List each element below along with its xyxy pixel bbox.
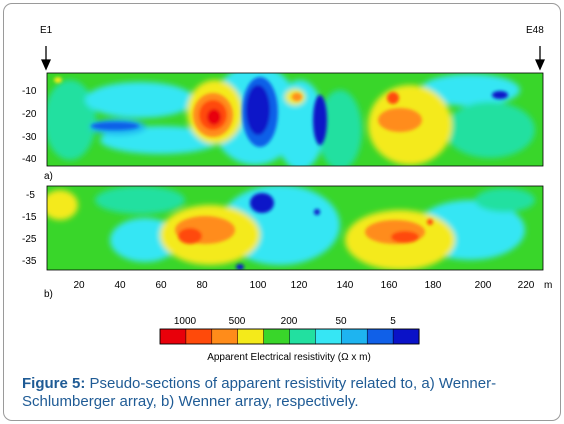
electrode-end-arrow-icon <box>534 46 546 71</box>
colorbar-tick-4: 5 <box>390 316 396 327</box>
panel-a-label: a) <box>44 171 53 182</box>
x-tick-10: 220 <box>518 280 535 291</box>
x-tick-1: 40 <box>114 280 126 291</box>
colorbar-swatch <box>315 328 342 345</box>
colorbar-tick-1: 500 <box>229 316 246 327</box>
colorbar: 1000 500 200 50 5 Apparent Electrical re… <box>159 316 420 363</box>
depth-tick-b-1: -15 <box>22 212 37 223</box>
x-tick-6: 140 <box>337 280 354 291</box>
depth-axis-a: -10 -20 -30 -40 <box>22 86 37 165</box>
depth-tick-b-2: -25 <box>22 234 37 245</box>
x-axis: 20 40 60 80 100 120 140 160 180 200 220 … <box>73 280 552 291</box>
depth-tick-b-3: -35 <box>22 256 37 267</box>
colorbar-swatch <box>392 328 420 345</box>
depth-tick-a-1: -20 <box>22 109 37 120</box>
x-tick-8: 180 <box>425 280 442 291</box>
electrode-start-arrow-icon <box>40 46 52 71</box>
depth-tick-a-2: -30 <box>22 132 37 143</box>
depth-tick-a-3: -40 <box>22 154 37 165</box>
x-tick-7: 160 <box>381 280 398 291</box>
colorbar-title: Apparent Electrical resistivity (Ω x m) <box>207 352 371 363</box>
panel-b-label: b) <box>44 289 53 300</box>
colorbar-swatch <box>237 328 265 345</box>
colorbar-swatch <box>341 328 368 345</box>
x-tick-5: 120 <box>291 280 308 291</box>
x-tick-2: 60 <box>155 280 167 291</box>
figure-caption: Figure 5: Pseudo-sections of apparent re… <box>22 375 548 411</box>
depth-tick-a-0: -10 <box>22 86 37 97</box>
colorbar-tick-3: 50 <box>335 316 347 327</box>
caption-label: Figure 5: <box>22 375 86 392</box>
x-tick-0: 20 <box>73 280 85 291</box>
colorbar-swatch <box>185 328 213 345</box>
depth-axis-b: -5 -15 -25 -35 <box>22 190 37 267</box>
x-unit: m <box>544 280 552 291</box>
pseudo-section-a <box>47 73 543 166</box>
colorbar-swatch <box>366 328 394 345</box>
colorbar-swatch <box>289 328 316 345</box>
x-tick-3: 80 <box>196 280 208 291</box>
colorbar-tick-0: 1000 <box>174 316 197 327</box>
pseudo-section-b <box>47 186 543 270</box>
electrode-end-label: E48 <box>526 25 544 36</box>
electrode-start-label: E1 <box>40 25 53 36</box>
colorbar-swatch <box>211 328 239 345</box>
colorbar-swatch <box>159 328 187 345</box>
x-tick-4: 100 <box>250 280 267 291</box>
depth-tick-b-0: -5 <box>26 190 35 201</box>
x-tick-9: 200 <box>475 280 492 291</box>
caption-text: Pseudo-sections of apparent resistivity … <box>22 375 497 410</box>
colorbar-swatch <box>263 328 291 345</box>
colorbar-tick-2: 200 <box>281 316 298 327</box>
